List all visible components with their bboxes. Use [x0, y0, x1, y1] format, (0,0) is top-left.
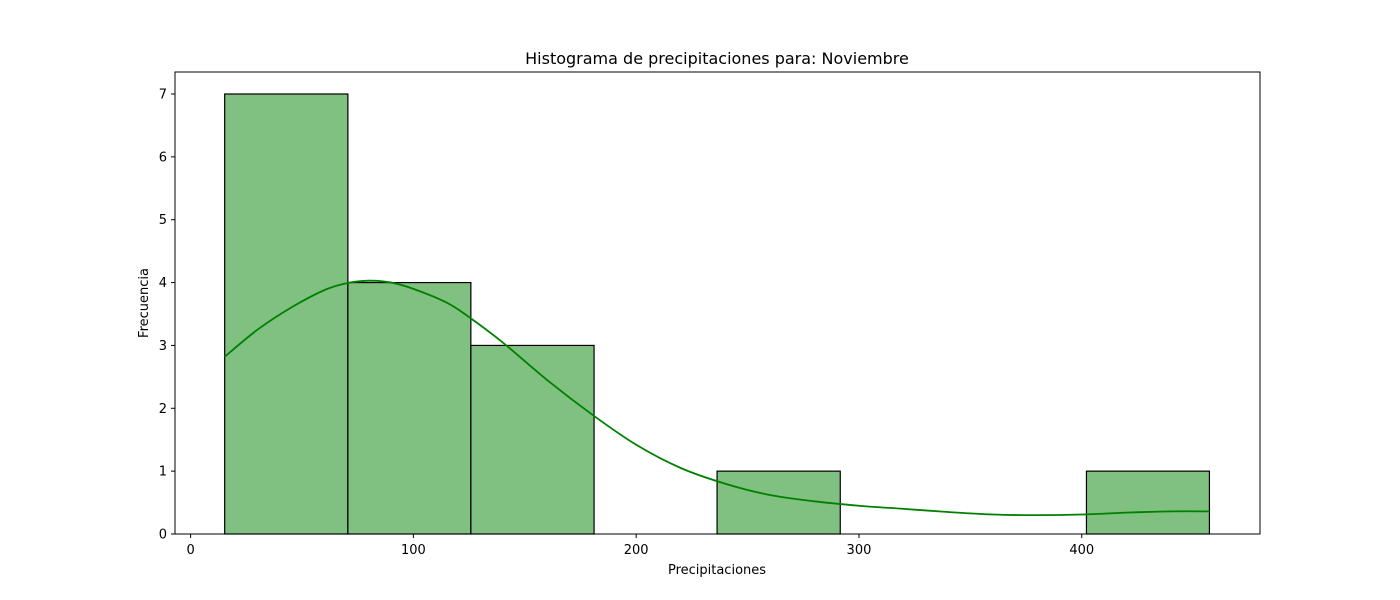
histogram-bar-2 — [347, 281, 472, 535]
y-tick-label: 1 — [159, 465, 167, 480]
y-axis-label: Frecuencia — [137, 268, 152, 338]
kde-layer — [224, 279, 1210, 517]
chart-title: Histograma de precipitaciones para: Novi… — [525, 49, 909, 68]
histogram-bar-1 — [224, 93, 349, 535]
x-tick-label: 400 — [1069, 543, 1094, 558]
bars-layer — [224, 93, 1211, 535]
y-tick-label: 0 — [159, 528, 167, 543]
plot-frame — [174, 71, 1261, 535]
y-tick-label: 2 — [159, 402, 167, 417]
x-tick-label: 200 — [624, 543, 649, 558]
y-tick-label: 7 — [159, 88, 167, 103]
x-tick-label: 300 — [847, 543, 872, 558]
y-tick-label: 5 — [159, 213, 167, 228]
x-axis-ticks: 0 100 200 300 400 — [186, 534, 1094, 558]
y-tick-label: 6 — [159, 150, 167, 165]
x-axis-label: Precipitaciones — [668, 563, 766, 578]
y-axis-ticks: 0 1 2 3 4 5 6 7 — [159, 88, 175, 543]
kde-curve — [224, 279, 1210, 517]
x-tick-label: 0 — [186, 543, 194, 558]
histogram-bar-8 — [1085, 470, 1211, 535]
histogram-bar-3 — [470, 344, 595, 535]
y-tick-label: 4 — [159, 276, 167, 291]
y-tick-label: 3 — [159, 339, 167, 354]
x-tick-label: 100 — [401, 543, 426, 558]
